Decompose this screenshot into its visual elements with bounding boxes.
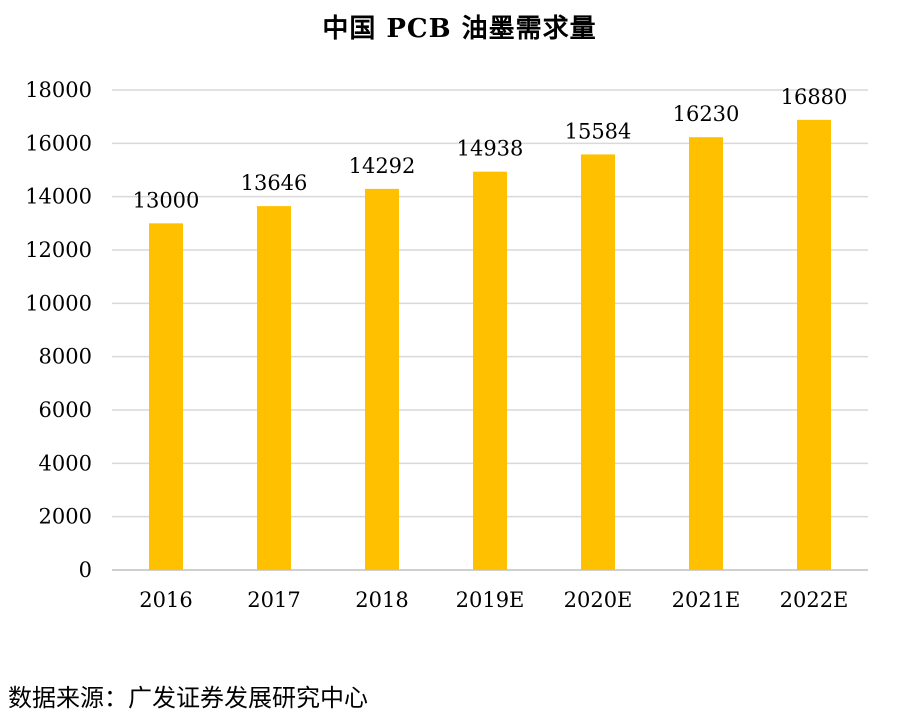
chart-title: 中国 PCB 油墨需求量: [322, 14, 597, 44]
x-tick-label: 2022E: [780, 588, 849, 612]
y-tick-label: 2000: [39, 505, 92, 529]
x-tick-label: 2017: [247, 588, 300, 612]
bars: [149, 119, 831, 571]
x-tick-label: 2016: [139, 588, 192, 612]
data-label: 16880: [781, 85, 848, 109]
data-label: 13646: [241, 171, 308, 195]
bar: [797, 119, 831, 570]
data-label: 14938: [457, 137, 524, 161]
bar: [689, 137, 723, 570]
bar: [149, 223, 183, 571]
y-tick-label: 0: [79, 558, 92, 582]
x-tick-label: 2018: [355, 588, 408, 612]
data-label: 14292: [349, 154, 416, 178]
source-note: 数据来源：广发证券发展研究中心: [8, 684, 368, 712]
y-tick-label: 4000: [39, 451, 92, 475]
y-tick-label: 6000: [39, 398, 92, 422]
y-tick-label: 10000: [25, 291, 92, 315]
data-label: 13000: [133, 188, 200, 212]
bar: [365, 188, 399, 570]
labels: 0 2000 4000 6000 8000 10000 12000 14000 16000 180…: [25, 78, 848, 612]
y-tick-label: 14000: [25, 185, 92, 209]
y-tick-label: 16000: [25, 131, 92, 155]
x-tick-label: 2020E: [564, 588, 633, 612]
data-label: 15584: [565, 119, 632, 143]
y-tick-label: 12000: [25, 238, 92, 262]
data-label: 16230: [673, 102, 740, 126]
y-tick-label: 18000: [25, 78, 92, 102]
bar-chart: 0 2000 4000 6000 8000 10000 12000 14000 16000 180…: [25, 78, 868, 612]
bar: [257, 206, 291, 570]
x-tick-label: 2019E: [456, 588, 525, 612]
y-tick-label: 8000: [39, 345, 92, 369]
bar: [473, 171, 507, 571]
bar: [581, 154, 615, 570]
x-tick-label: 2021E: [672, 588, 741, 612]
